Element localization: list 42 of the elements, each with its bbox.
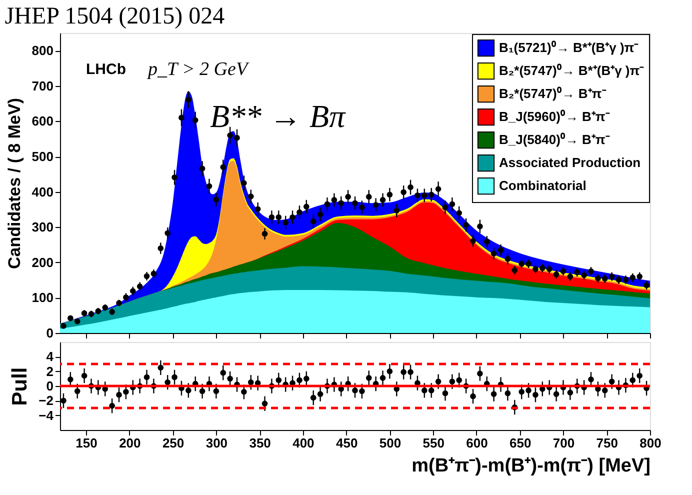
x-tick-label: 650 bbox=[510, 436, 532, 450]
x-tick-label: 250 bbox=[162, 436, 184, 450]
x-tick-label: 750 bbox=[596, 436, 618, 450]
y-tick-label: 400 bbox=[32, 184, 54, 200]
x-tick-label: 150 bbox=[76, 436, 98, 450]
x-tick-label: 500 bbox=[379, 436, 402, 450]
y-tick-label: 800 bbox=[32, 43, 54, 58]
y-tick-label: −2 bbox=[38, 393, 54, 408]
y-tick-label: 700 bbox=[32, 78, 54, 94]
y-tick-label: 0 bbox=[46, 378, 54, 394]
y-axis-title: Pull bbox=[8, 367, 32, 406]
y-tick-label: 500 bbox=[32, 149, 54, 164]
y-tick-label: 2 bbox=[46, 364, 54, 379]
x-tick-label: 300 bbox=[206, 436, 228, 450]
annotation: LHCb bbox=[86, 61, 126, 78]
legend-label: Combinatorial bbox=[499, 178, 586, 193]
annotation: p_T > 2 GeV bbox=[146, 59, 250, 80]
y-tick-label: 100 bbox=[32, 290, 54, 306]
x-tick-label: 400 bbox=[292, 436, 314, 450]
legend-label: Associated Production bbox=[499, 155, 641, 170]
y-tick-label: 600 bbox=[32, 114, 54, 129]
x-tick-label: 450 bbox=[336, 436, 358, 450]
y-tick-label: 300 bbox=[32, 220, 54, 235]
x-tick-label: 800 bbox=[640, 436, 662, 450]
x-tick-label: 600 bbox=[466, 436, 488, 450]
legend-label: B_J(5960)⁰→ B⁺π⁻ bbox=[499, 109, 610, 124]
x-tick-label: 200 bbox=[119, 436, 141, 450]
y-tick-label: −4 bbox=[38, 408, 54, 423]
y-axis-title: Candidates / ( 8 MeV) bbox=[4, 98, 24, 269]
y-tick-label: 4 bbox=[46, 349, 54, 364]
legend-label: B₁(5721)⁰→ B*⁺(B⁺γ )π⁻ bbox=[499, 40, 640, 55]
x-tick-label: 700 bbox=[552, 436, 575, 450]
y-tick-label: 200 bbox=[32, 254, 54, 270]
legend-label: B₂*(5747)⁰→ B*⁺(B⁺γ )π⁻ bbox=[499, 63, 645, 78]
y-tick-label: 0 bbox=[46, 326, 54, 340]
legend-label: B_J(5840)⁰→ B⁺π⁻ bbox=[499, 132, 610, 147]
legend-label: B₂*(5747)⁰→ B⁺π⁻ bbox=[499, 86, 607, 101]
x-tick-label: 350 bbox=[249, 436, 271, 450]
x-axis-title: m(B⁺π⁻)-m(B⁺)-m(π⁻) [MeV] bbox=[412, 456, 650, 476]
chart-title: JHEP 1504 (2015) 024 bbox=[4, 4, 225, 30]
annotation: B** → Bπ bbox=[210, 98, 346, 134]
x-tick-label: 550 bbox=[422, 436, 444, 450]
